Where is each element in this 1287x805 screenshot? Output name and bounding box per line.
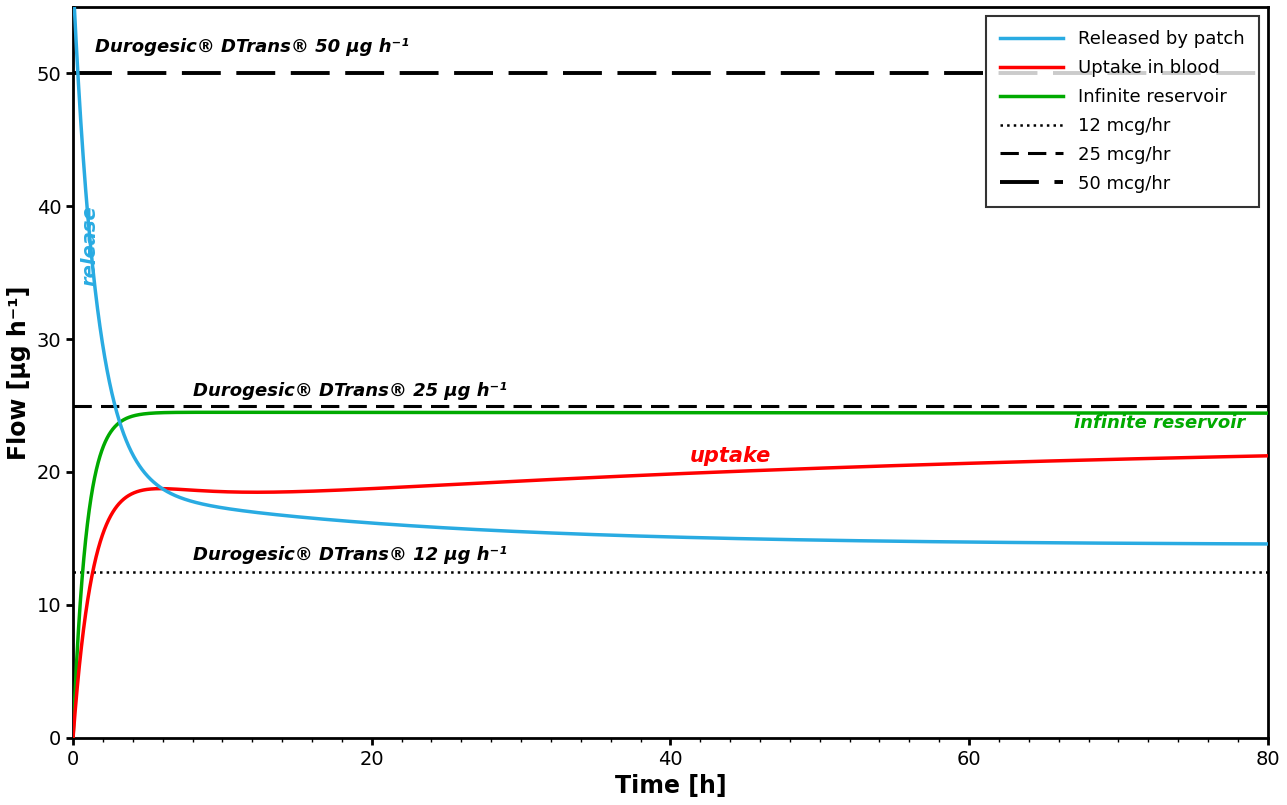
Text: Durogesic® DTrans® 25 μg h⁻¹: Durogesic® DTrans® 25 μg h⁻¹ xyxy=(193,382,507,400)
Y-axis label: Flow [μg h⁻¹]: Flow [μg h⁻¹] xyxy=(6,285,31,460)
Text: infinite reservoir: infinite reservoir xyxy=(1073,414,1245,431)
Text: Durogesic® DTrans® 50 μg h⁻¹: Durogesic® DTrans® 50 μg h⁻¹ xyxy=(95,38,409,56)
X-axis label: Time [h]: Time [h] xyxy=(615,774,726,798)
Text: uptake: uptake xyxy=(690,446,771,466)
Text: Durogesic® DTrans® 12 μg h⁻¹: Durogesic® DTrans® 12 μg h⁻¹ xyxy=(193,546,507,564)
Text: release: release xyxy=(81,206,99,287)
Legend: Released by patch, Uptake in blood, Infinite reservoir, 12 mcg/hr, 25 mcg/hr, 50: Released by patch, Uptake in blood, Infi… xyxy=(986,16,1259,207)
